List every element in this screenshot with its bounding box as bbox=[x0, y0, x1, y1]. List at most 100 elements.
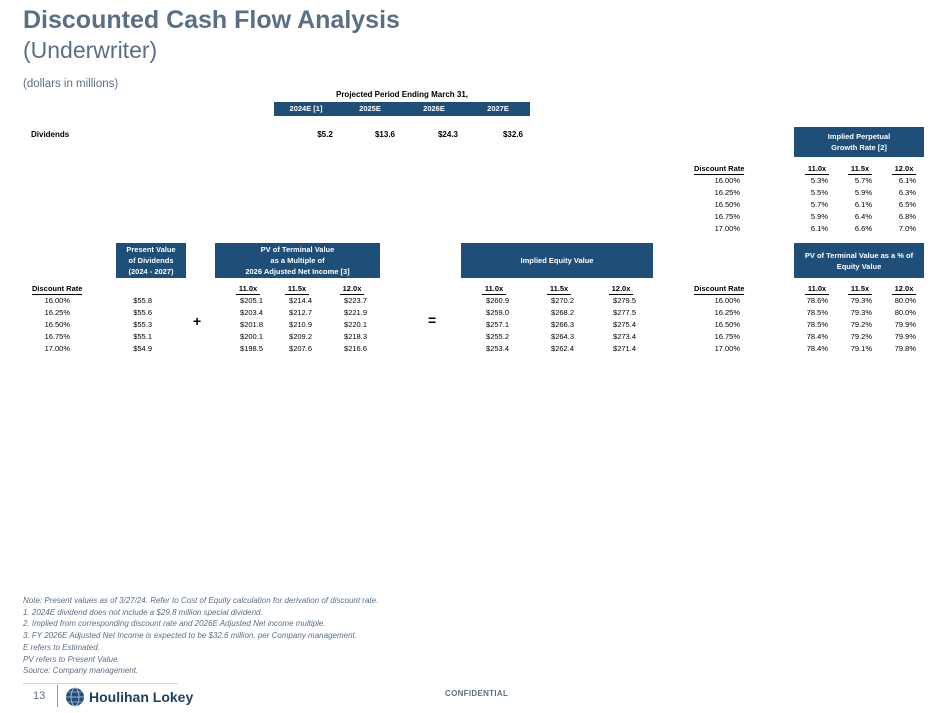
footer-divider bbox=[57, 685, 58, 707]
table-cell: 6.3% bbox=[898, 188, 916, 197]
discount-rate-cell: 16.00% bbox=[44, 296, 70, 305]
equity-value-header: Implied Equity Value bbox=[461, 243, 653, 278]
discount-rate-cell: 16.25% bbox=[44, 308, 70, 317]
table-cell: 5.7% bbox=[810, 200, 828, 209]
multiple-col-header: 12.0x bbox=[892, 284, 916, 295]
units-note: (dollars in millions) bbox=[23, 78, 119, 90]
table-cell: $268.2 bbox=[551, 308, 574, 317]
discount-rate-cell: 16.00% bbox=[714, 176, 740, 185]
globe-logo-icon bbox=[65, 687, 85, 707]
discount-rate-cell: 16.75% bbox=[714, 212, 740, 221]
table-cell: 79.3% bbox=[850, 308, 872, 317]
table-cell: $260.9 bbox=[486, 296, 509, 305]
discount-rate-label: Discount Rate bbox=[32, 284, 83, 295]
table-cell: 6.1% bbox=[810, 224, 828, 233]
table-cell: 6.1% bbox=[898, 176, 916, 185]
discount-rate-cell: 16.75% bbox=[44, 332, 70, 341]
header-line: Equity Value bbox=[836, 261, 882, 271]
header-line: as a Multiple of bbox=[270, 256, 325, 265]
table-cell: 78.4% bbox=[806, 344, 828, 353]
page-title: Discounted Cash Flow Analysis bbox=[23, 6, 400, 34]
table-cell: $210.9 bbox=[289, 320, 312, 329]
discount-rate-label: Discount Rate bbox=[694, 164, 745, 175]
table-cell: $203.4 bbox=[240, 308, 263, 317]
table-cell: $266.3 bbox=[551, 320, 574, 329]
pv-pct-header: PV of Terminal Value as a % of Equity Va… bbox=[794, 243, 924, 278]
discount-rate-cell: 17.00% bbox=[714, 224, 740, 233]
equals-operator: = bbox=[428, 312, 437, 328]
table-cell: $277.5 bbox=[613, 308, 636, 317]
footnote: 2. Implied from corresponding discount r… bbox=[23, 619, 326, 629]
confidential-label: CONFIDENTIAL bbox=[445, 689, 509, 698]
table-cell: $220.1 bbox=[344, 320, 367, 329]
table-cell: 7.0% bbox=[898, 224, 916, 233]
year-header: 2027E bbox=[487, 104, 509, 113]
discount-rate-cell: 16.50% bbox=[714, 320, 740, 329]
table-cell: 78.5% bbox=[806, 320, 828, 329]
table-cell: 5.5% bbox=[810, 188, 828, 197]
table-cell: $279.5 bbox=[613, 296, 636, 305]
multiple-col-header: 11.0x bbox=[482, 284, 506, 295]
year-header: 2025E bbox=[359, 104, 381, 113]
year-header: 2024E [1] bbox=[289, 104, 323, 113]
table-cell: $221.9 bbox=[344, 308, 367, 317]
discount-rate-cell: 16.25% bbox=[714, 308, 740, 317]
multiple-col-header: 11.5x bbox=[285, 284, 309, 295]
pv-dividends-header: Present Value of Dividends (2024 - 2027) bbox=[116, 243, 186, 278]
dividends-label: Dividends bbox=[31, 130, 70, 139]
table-cell: $214.4 bbox=[289, 296, 312, 305]
table-cell: $270.2 bbox=[551, 296, 574, 305]
header-line: Implied Perpetual bbox=[827, 132, 891, 141]
header-line: Growth Rate [2] bbox=[831, 143, 887, 152]
table-cell: $212.7 bbox=[289, 308, 312, 317]
multiple-col-header: 12.0x bbox=[340, 284, 364, 295]
table-cell: $257.1 bbox=[486, 320, 509, 329]
table-cell: 5.7% bbox=[854, 176, 872, 185]
footer-rule bbox=[23, 683, 178, 684]
multiple-col-header: 12.0x bbox=[892, 164, 916, 175]
table-cell: 78.5% bbox=[806, 308, 828, 317]
table-cell: $262.4 bbox=[551, 344, 574, 353]
footnote: Note: Present values as of 3/27/24. Refe… bbox=[23, 596, 379, 605]
table-cell: 79.2% bbox=[850, 332, 872, 341]
table-cell: $223.7 bbox=[344, 296, 367, 305]
table-cell: $198.5 bbox=[240, 344, 263, 353]
table-cell: $207.6 bbox=[289, 344, 312, 353]
header-line: of Dividends bbox=[128, 256, 174, 265]
table-cell: $271.4 bbox=[613, 344, 636, 353]
plus-operator: + bbox=[193, 313, 202, 329]
footnote: Source: Company management. bbox=[23, 666, 139, 676]
discount-rate-cell: 16.50% bbox=[714, 200, 740, 209]
table-cell: 6.6% bbox=[854, 224, 872, 233]
dividend-value: $32.6 bbox=[502, 130, 524, 139]
header-line: PV of Terminal Value bbox=[260, 245, 335, 254]
table-cell: $201.8 bbox=[240, 320, 263, 329]
discount-rate-cell: 16.75% bbox=[714, 332, 740, 341]
table-cell: 79.1% bbox=[850, 344, 872, 353]
header-line: (2024 - 2027) bbox=[128, 267, 174, 276]
footnote: 3. FY 2026E Adjusted Net Income is expec… bbox=[23, 631, 357, 641]
table-cell: 6.8% bbox=[898, 212, 916, 221]
table-cell: $200.1 bbox=[240, 332, 263, 341]
table-cell: 6.5% bbox=[898, 200, 916, 209]
page-number: 13 bbox=[33, 690, 46, 702]
pv-terminal-header: PV of Terminal Value as a Multiple of 20… bbox=[215, 243, 380, 278]
footnotes: Note: Present values as of 3/27/24. Refe… bbox=[23, 595, 378, 677]
multiple-col-header: 11.0x bbox=[805, 164, 829, 175]
table-cell: $205.1 bbox=[240, 296, 263, 305]
discount-rate-cell: 16.50% bbox=[44, 320, 70, 329]
discount-rate-cell: 16.00% bbox=[714, 296, 740, 305]
projection-title: Projected Period Ending March 31, bbox=[335, 90, 469, 99]
table-cell: 80.0% bbox=[894, 308, 916, 317]
table-cell: $218.3 bbox=[344, 332, 367, 341]
table-cell: 5.9% bbox=[854, 188, 872, 197]
table-cell: 79.8% bbox=[894, 344, 916, 353]
table-cell: 79.3% bbox=[850, 296, 872, 305]
dividend-value: $24.3 bbox=[437, 130, 459, 139]
header-line: 2026 Adjusted Net Income [3] bbox=[245, 267, 350, 276]
discount-rate-cell: 17.00% bbox=[44, 344, 70, 353]
table-cell: 80.0% bbox=[894, 296, 916, 305]
table-cell: $209.2 bbox=[289, 332, 312, 341]
table-cell: 79.9% bbox=[894, 332, 916, 341]
table-cell: $55.1 bbox=[133, 332, 152, 341]
